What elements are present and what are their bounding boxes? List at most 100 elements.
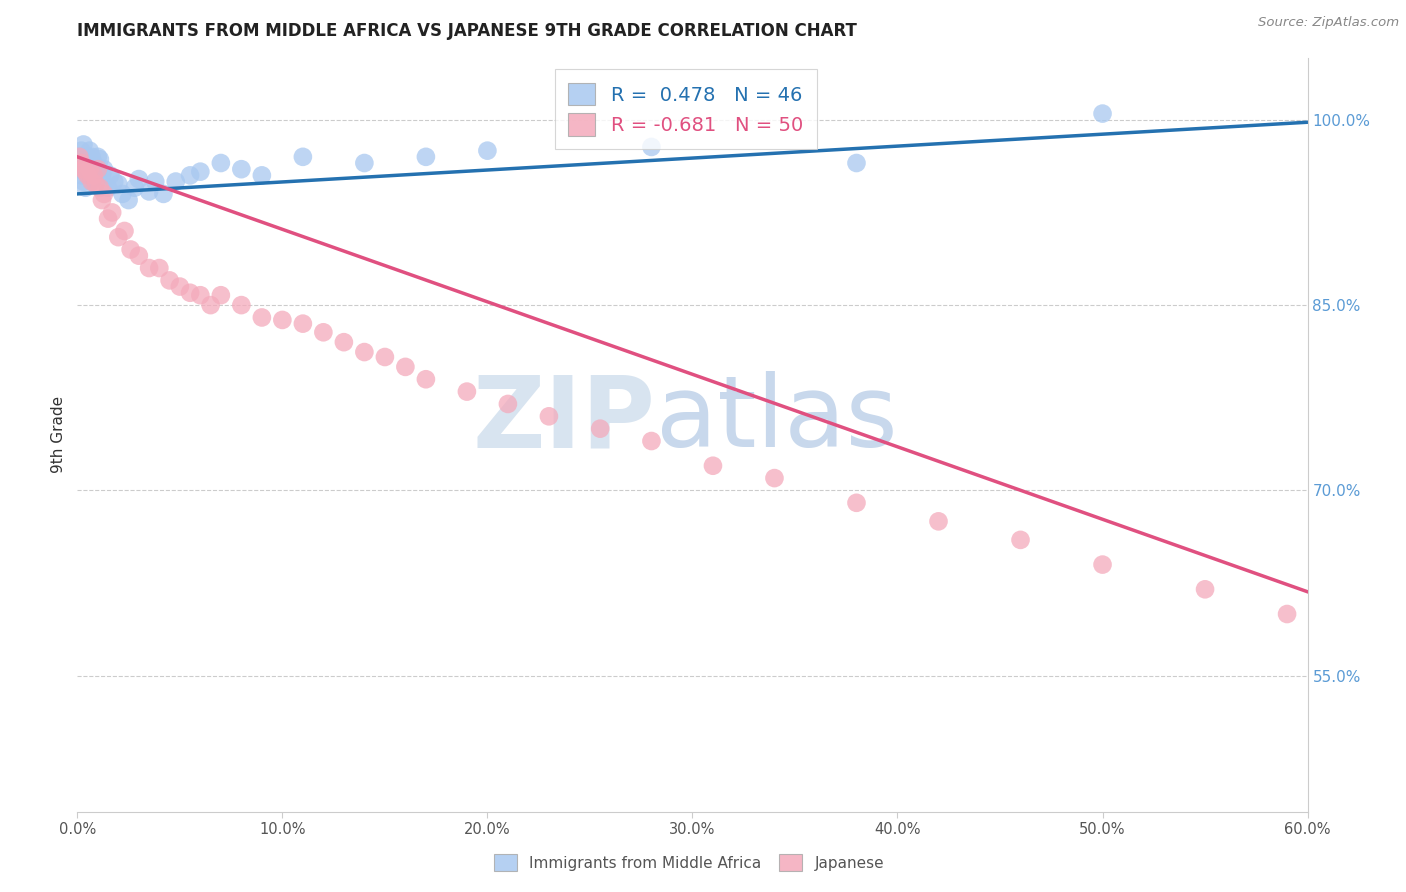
- Point: [640, 140, 662, 154]
- Point: [84, 169, 107, 183]
- Text: IMMIGRANTS FROM MIDDLE AFRICA VS JAPANESE 9TH GRADE CORRELATION CHART: IMMIGRANTS FROM MIDDLE AFRICA VS JAPANES…: [77, 22, 858, 40]
- Point: [107, 177, 129, 191]
- Point: [188, 288, 212, 302]
- Point: [128, 249, 150, 263]
- Point: [76, 150, 98, 164]
- Point: [496, 397, 519, 411]
- Point: [72, 162, 94, 177]
- Point: [75, 162, 97, 177]
- Point: [231, 298, 253, 312]
- Point: [209, 288, 232, 302]
- Point: [72, 156, 94, 170]
- Point: [1010, 533, 1032, 547]
- Point: [1091, 106, 1114, 120]
- Text: atlas: atlas: [655, 371, 897, 468]
- Point: [271, 313, 294, 327]
- Point: [250, 169, 273, 183]
- Point: [72, 137, 94, 152]
- Point: [138, 185, 160, 199]
- Point: [353, 345, 375, 359]
- Point: [845, 496, 868, 510]
- Point: [114, 224, 136, 238]
- Point: [333, 335, 356, 350]
- Point: [97, 211, 120, 226]
- Point: [169, 279, 191, 293]
- Point: [117, 193, 139, 207]
- Point: [90, 169, 114, 183]
- Point: [101, 205, 124, 219]
- Point: [80, 175, 103, 189]
- Point: [165, 175, 187, 189]
- Point: [107, 230, 129, 244]
- Point: [124, 180, 146, 194]
- Point: [76, 169, 98, 183]
- Point: [148, 260, 170, 275]
- Point: [120, 243, 142, 257]
- Point: [97, 180, 120, 194]
- Point: [93, 186, 115, 201]
- Point: [87, 162, 110, 177]
- Point: [80, 175, 103, 189]
- Point: [111, 186, 134, 201]
- Point: [159, 273, 181, 287]
- Point: [67, 150, 90, 164]
- Point: [67, 162, 90, 177]
- Point: [291, 150, 314, 164]
- Point: [75, 164, 97, 178]
- Point: [89, 180, 111, 194]
- Point: [75, 180, 97, 194]
- Text: Source: ZipAtlas.com: Source: ZipAtlas.com: [1258, 16, 1399, 29]
- Point: [90, 193, 114, 207]
- Point: [250, 310, 273, 325]
- Point: [70, 144, 93, 158]
- Point: [589, 422, 612, 436]
- Point: [200, 298, 222, 312]
- Point: [537, 409, 560, 424]
- Point: [415, 372, 437, 386]
- Point: [640, 434, 662, 448]
- Point: [138, 260, 160, 275]
- Point: [374, 350, 396, 364]
- Point: [143, 175, 166, 189]
- Point: [763, 471, 786, 485]
- Point: [70, 169, 93, 183]
- Point: [83, 156, 105, 170]
- Point: [76, 169, 98, 183]
- Point: [87, 150, 110, 164]
- Point: [93, 162, 115, 177]
- Legend: Immigrants from Middle Africa, Japanese: Immigrants from Middle Africa, Japanese: [485, 845, 893, 880]
- Point: [312, 326, 335, 340]
- Point: [128, 172, 150, 186]
- Point: [1275, 607, 1298, 621]
- Point: [188, 164, 212, 178]
- Point: [702, 458, 724, 473]
- Point: [845, 156, 868, 170]
- Point: [79, 162, 101, 177]
- Point: [103, 175, 125, 189]
- Point: [79, 162, 101, 177]
- Point: [80, 150, 103, 164]
- Point: [456, 384, 478, 399]
- Point: [152, 186, 174, 201]
- Point: [231, 162, 253, 177]
- Point: [477, 144, 499, 158]
- Text: ZIP: ZIP: [472, 371, 655, 468]
- Point: [415, 150, 437, 164]
- Point: [83, 169, 105, 183]
- Point: [84, 177, 107, 191]
- Point: [353, 156, 375, 170]
- Point: [70, 156, 93, 170]
- Point: [79, 144, 101, 158]
- Point: [179, 285, 201, 300]
- Point: [1091, 558, 1114, 572]
- Y-axis label: 9th Grade: 9th Grade: [51, 396, 66, 474]
- Point: [89, 153, 111, 167]
- Point: [394, 359, 416, 374]
- Point: [209, 156, 232, 170]
- Legend: R =  0.478   N = 46, R = -0.681   N = 50: R = 0.478 N = 46, R = -0.681 N = 50: [554, 70, 817, 149]
- Point: [928, 514, 950, 528]
- Point: [179, 169, 201, 183]
- Point: [87, 164, 110, 178]
- Point: [1194, 582, 1216, 597]
- Point: [72, 175, 94, 189]
